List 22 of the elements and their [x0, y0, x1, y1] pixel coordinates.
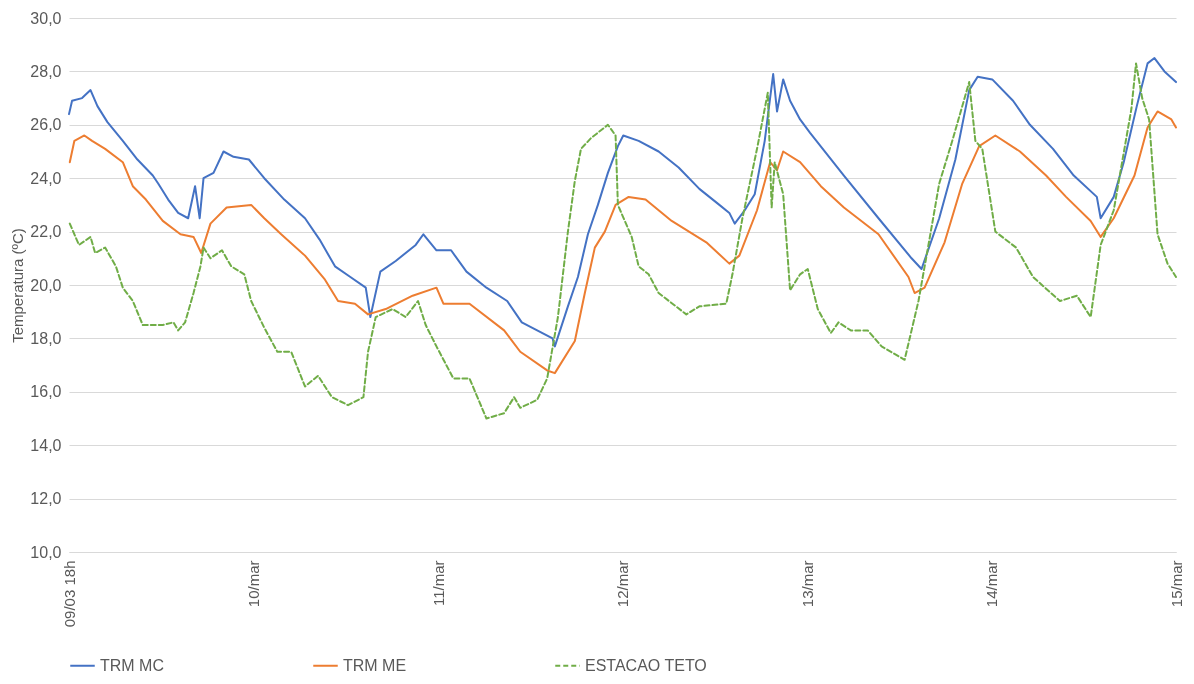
- y-tick-label: 12,0: [30, 490, 62, 508]
- x-tick-label: 14/mar: [983, 560, 1000, 608]
- legend-label: TRM MC: [100, 656, 164, 674]
- y-tick-label: 24,0: [30, 169, 62, 187]
- y-tick-label: 30,0: [30, 9, 62, 27]
- y-tick-label: 18,0: [30, 329, 62, 347]
- y-tick-label: 14,0: [30, 436, 62, 454]
- y-tick-label: 20,0: [30, 276, 62, 294]
- y-tick-label: 16,0: [30, 383, 62, 401]
- x-tick-label: 11/mar: [429, 560, 447, 607]
- y-tick-label: 26,0: [30, 116, 62, 134]
- x-tick-label: 13/mar: [798, 560, 816, 608]
- y-axis-title: Temperatura (ºC): [9, 228, 27, 343]
- y-tick-label: 28,0: [30, 62, 62, 80]
- x-tick-label: 09/03 18h: [60, 560, 78, 628]
- y-tick-label: 10,0: [30, 543, 62, 561]
- x-tick-label: 10/mar: [245, 560, 262, 608]
- y-tick-label: 22,0: [30, 223, 62, 241]
- legend-label: TRM ME: [343, 656, 407, 674]
- x-tick-label: 12/mar: [614, 560, 631, 608]
- legend-label: ESTACAO TETO: [585, 656, 707, 674]
- x-tick-label: 15/mar: [1167, 560, 1185, 608]
